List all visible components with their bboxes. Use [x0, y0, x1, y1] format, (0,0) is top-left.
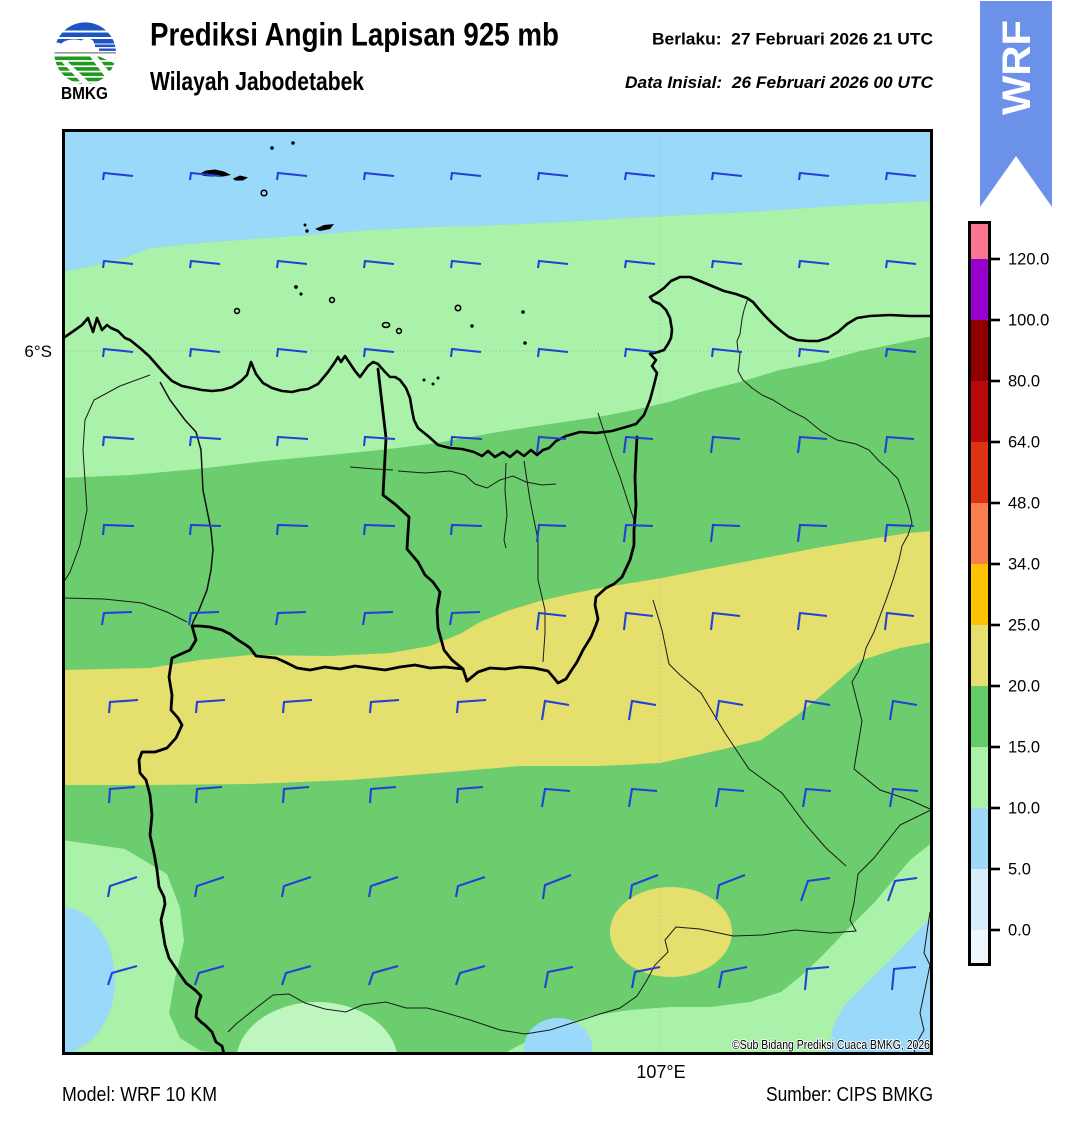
- svg-text:15.0: 15.0: [1008, 739, 1040, 757]
- svg-text:©Sub Bidang Prediksi Cuaca BMK: ©Sub Bidang Prediksi Cuaca BMKG, 2026: [732, 1037, 930, 1052]
- svg-text:107°E: 107°E: [636, 1062, 685, 1082]
- svg-text:Prediksi Angin Lapisan 925 mb: Prediksi Angin Lapisan 925 mb: [150, 17, 559, 53]
- svg-text:Berlaku: 27 Februari 2026 21: Berlaku: 27 Februari 2026 21 UTC: [652, 31, 933, 49]
- svg-text:Wilayah Jabodetabek: Wilayah Jabodetabek: [150, 66, 364, 96]
- svg-text:10.0: 10.0: [1008, 800, 1040, 818]
- svg-text:100.0: 100.0: [1008, 312, 1049, 330]
- svg-text:64.0: 64.0: [1008, 434, 1040, 452]
- svg-text:80.0: 80.0: [1008, 373, 1040, 391]
- svg-text:20.0: 20.0: [1008, 678, 1040, 696]
- svg-text:Data Inisial: 26 Februari 202: Data Inisial: 26 Februari 2026 00 UTC: [625, 74, 933, 92]
- svg-text:25.0: 25.0: [1008, 617, 1040, 635]
- svg-text:34.0: 34.0: [1008, 556, 1040, 574]
- svg-text:5.0: 5.0: [1008, 861, 1031, 879]
- svg-text:48.0: 48.0: [1008, 495, 1040, 513]
- svg-text:120.0: 120.0: [1008, 251, 1049, 269]
- svg-text:6°S: 6°S: [24, 342, 52, 361]
- svg-text:0.0: 0.0: [1008, 922, 1031, 940]
- svg-text:WRF: WRF: [995, 20, 1039, 115]
- svg-text:Model: WRF 10 KM: Model: WRF 10 KM: [62, 1084, 217, 1106]
- svg-text:Sumber: CIPS BMKG: Sumber: CIPS BMKG: [766, 1084, 933, 1106]
- svg-text:BMKG: BMKG: [61, 83, 108, 103]
